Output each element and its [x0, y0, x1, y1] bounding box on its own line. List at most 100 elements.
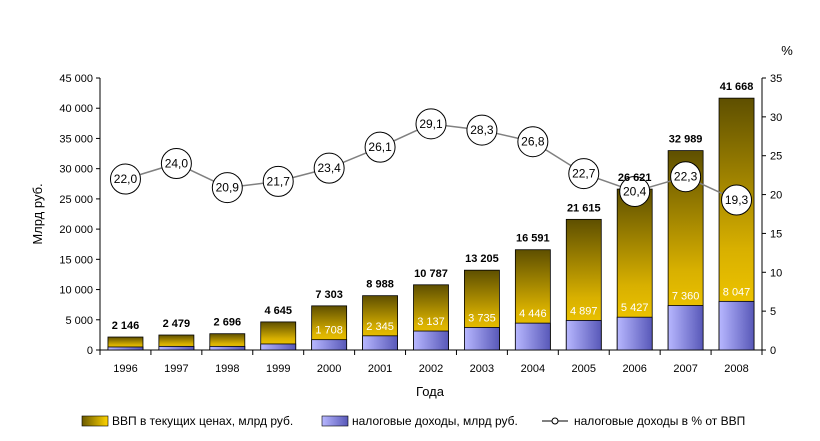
y2-tick-label: 10 — [770, 267, 782, 279]
tax-percent-marker — [517, 126, 549, 158]
y-tick-label: 25 000 — [59, 194, 93, 206]
gdp-value-label: 41 668 — [720, 81, 754, 93]
tax-value-label: 4 897 — [570, 305, 598, 317]
y2-tick-label: 5 — [770, 306, 776, 318]
tax-percent-label: 28,3 — [470, 123, 494, 137]
tax-percent-marker — [415, 108, 447, 140]
x-tick-label: 1997 — [164, 363, 188, 375]
tax-percent-marker — [568, 158, 600, 190]
tax-percent-label: 21,7 — [267, 174, 291, 188]
legend-label-line: налоговые доходы в % от ВВП — [574, 414, 745, 428]
legend: ВВП в текущих ценах, млрд руб. налоговые… — [81, 414, 745, 428]
tax-bar — [158, 345, 195, 351]
bars — [107, 97, 755, 351]
y-tick-label: 5 000 — [65, 315, 93, 327]
x-tick-label: 2008 — [724, 363, 748, 375]
legend-swatch-tax — [321, 415, 349, 427]
tax-percent-marker — [313, 152, 345, 184]
tax-percent-marker — [721, 184, 753, 216]
tax-percent-marker — [109, 163, 141, 195]
tax-percent-marker — [619, 175, 651, 207]
gdp-value-label: 8 988 — [366, 279, 394, 291]
tax-percent-label: 24,0 — [165, 156, 189, 170]
tax-percent-label: 22,0 — [114, 172, 138, 186]
tax-bar — [464, 327, 500, 351]
legend-swatch-gdp — [81, 415, 109, 427]
y-axis-title: Млрд руб. — [30, 183, 45, 244]
tax-bar — [616, 316, 653, 351]
y-tick-label: 30 000 — [59, 164, 93, 176]
legend-label-tax: налоговые доходы, млрд руб. — [352, 414, 518, 428]
y2-tick-label: 0 — [770, 345, 776, 357]
x-tick-label: 2007 — [673, 363, 697, 375]
x-tick-label: 2002 — [419, 363, 443, 375]
legend-swatch-marker — [551, 417, 559, 425]
tax-value-label: 1 708 — [315, 325, 343, 337]
x-tick-label: 1998 — [215, 363, 239, 375]
gdp-value-label: 16 591 — [516, 233, 550, 245]
tax-value-label: 2 345 — [366, 321, 394, 333]
tax-value-label: 5 427 — [621, 302, 649, 314]
legend-label-gdp: ВВП в текущих ценах, млрд руб. — [112, 414, 293, 428]
x-tick-label: 2004 — [521, 363, 545, 375]
tax-bar — [209, 345, 246, 351]
tax-percent-label: 22,3 — [674, 170, 698, 184]
y2-tick-label: 15 — [770, 228, 782, 240]
tax-percent-label: 19,3 — [725, 193, 749, 207]
gdp-value-label: 4 645 — [264, 305, 292, 317]
tax-bar — [718, 300, 755, 351]
gdp-value-label: 13 205 — [465, 253, 499, 265]
y-tick-label: 35 000 — [59, 133, 93, 145]
axes: 0 5 000 10 000 15 000 20 000 25 000 30 000 35 0… — [59, 73, 782, 375]
tax-bar — [514, 322, 551, 351]
tax-value-label: 8 047 — [723, 286, 751, 298]
x-tick-label: 2006 — [622, 363, 646, 375]
tax-percent-label: 26,8 — [521, 135, 545, 149]
tax-value-label: 3 137 — [417, 316, 445, 328]
x-tick-label: 1999 — [266, 363, 290, 375]
y-tick-label: 20 000 — [59, 224, 93, 236]
y-tick-label: 40 000 — [59, 103, 93, 115]
tax-bar — [260, 343, 297, 351]
tax-percent-label: 22,7 — [572, 167, 596, 181]
y-tick-label: 15 000 — [59, 254, 93, 266]
x-tick-label: 2000 — [317, 363, 341, 375]
tax-percent-line: 22,0 24,0 20,9 21,7 23,4 26,1 29,1 28,3 26,8 22,7… — [109, 108, 753, 216]
tax-percent-label: 23,4 — [317, 161, 341, 175]
tax-value-label: 3 735 — [468, 312, 496, 324]
tax-percent-marker — [160, 147, 192, 179]
x-tick-label: 2005 — [572, 363, 596, 375]
tax-bar — [565, 320, 602, 351]
gdp-value-label: 32 989 — [669, 134, 703, 146]
x-tick-label: 1996 — [113, 363, 137, 375]
tax-percent-label: 29,1 — [419, 117, 443, 131]
gdp-value-label: 21 615 — [567, 202, 601, 214]
x-tick-label: 2003 — [470, 363, 494, 375]
tax-bar — [667, 305, 704, 351]
gdp-value-label: 2 479 — [163, 318, 191, 330]
tax-bar — [413, 330, 449, 351]
gdp-value-label: 26 621 — [618, 172, 652, 184]
gdp-value-label: 7 303 — [315, 289, 343, 301]
tax-percent-label: 20,4 — [623, 184, 647, 198]
data-labels: 2 146 2 479 2 696 4 645 7 303 1 708 8 988 2 345… — [112, 81, 754, 337]
tax-value-label: 4 446 — [519, 308, 547, 320]
tax-percent-marker — [670, 161, 702, 193]
x-axis-title: Года — [416, 384, 445, 399]
tax-percent-label: 26,1 — [368, 140, 392, 154]
tax-value-label: 7 360 — [672, 291, 700, 303]
tax-percent-marker — [466, 114, 498, 146]
y2-tick-label: 25 — [770, 151, 782, 163]
y2-tick-label: 35 — [770, 73, 782, 85]
y2-tick-label: 20 — [770, 190, 782, 202]
gdp-value-label: 2 696 — [214, 317, 242, 329]
tax-bar — [107, 346, 144, 351]
y-tick-label: 10 000 — [59, 285, 93, 297]
x-tick-label: 2001 — [368, 363, 392, 375]
tax-bar — [311, 339, 348, 351]
y-tick-label: 0 — [87, 345, 93, 357]
y2-tick-label: 30 — [770, 112, 782, 124]
tax-percent-marker — [262, 165, 294, 197]
y2-axis-title: % — [781, 43, 793, 58]
